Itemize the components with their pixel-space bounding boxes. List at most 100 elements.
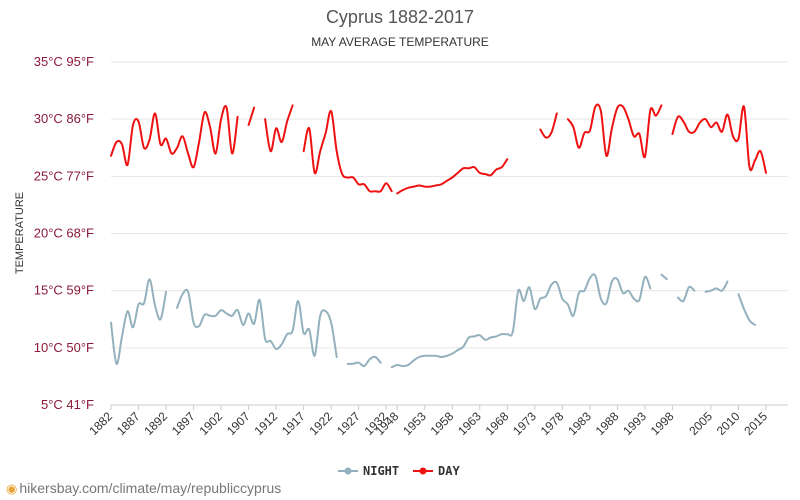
day-data-point bbox=[616, 107, 618, 109]
night-data-point bbox=[589, 277, 591, 279]
day-data-point bbox=[556, 112, 558, 115]
night-data-point bbox=[710, 290, 712, 292]
day-data-point bbox=[347, 176, 349, 179]
day-data-point bbox=[292, 104, 294, 107]
day-data-point bbox=[424, 186, 426, 188]
night-data-point bbox=[583, 290, 585, 292]
night-data-point bbox=[737, 293, 740, 295]
night-data-point bbox=[259, 299, 261, 301]
day-data-point bbox=[203, 111, 206, 113]
night-data-point bbox=[666, 278, 668, 280]
night-data-point bbox=[633, 298, 635, 300]
night-data-point bbox=[110, 322, 112, 324]
day-data-point bbox=[622, 105, 624, 108]
night-data-point bbox=[292, 330, 294, 332]
night-series-line bbox=[676, 285, 696, 303]
day-data-point bbox=[567, 118, 569, 120]
day-data-point bbox=[413, 186, 415, 188]
day-data-point bbox=[721, 131, 723, 133]
day-data-point bbox=[682, 120, 685, 123]
day-data-point bbox=[539, 128, 541, 131]
night-data-point bbox=[616, 278, 618, 280]
night-data-point bbox=[528, 286, 530, 288]
legend-item-day[interactable]: DAY bbox=[413, 464, 460, 478]
night-data-point bbox=[209, 315, 211, 317]
day-data-point bbox=[214, 152, 217, 155]
legend-item-night[interactable]: NIGHT bbox=[338, 464, 399, 478]
day-data-point bbox=[638, 133, 641, 135]
legend[interactable]: NIGHT DAY bbox=[338, 464, 460, 478]
day-data-point bbox=[192, 166, 195, 168]
night-data-point bbox=[627, 290, 629, 292]
night-data-point bbox=[484, 339, 486, 341]
night-data-point bbox=[154, 304, 156, 307]
day-data-point bbox=[479, 172, 481, 174]
day-data-point bbox=[457, 172, 459, 174]
day-data-point bbox=[589, 130, 591, 132]
day-data-point bbox=[385, 182, 387, 184]
day-data-point bbox=[710, 126, 712, 128]
x-tick-label: 1882 bbox=[86, 409, 115, 438]
night-series-line bbox=[110, 278, 167, 365]
day-data-point bbox=[688, 131, 690, 133]
night-data-point bbox=[506, 333, 508, 335]
night-data-point bbox=[413, 359, 415, 362]
legend-day-marker bbox=[419, 467, 427, 475]
day-data-point bbox=[578, 147, 580, 149]
day-data-point bbox=[468, 167, 470, 169]
night-data-point bbox=[556, 282, 558, 284]
day-data-point bbox=[462, 167, 464, 169]
night-data-point bbox=[523, 300, 525, 302]
day-data-point bbox=[715, 121, 718, 124]
night-data-point bbox=[561, 298, 563, 300]
day-series-line bbox=[302, 109, 393, 193]
day-data-point bbox=[132, 124, 134, 126]
night-data-point bbox=[622, 292, 624, 294]
night-data-point bbox=[418, 356, 420, 358]
x-tick-label: 1973 bbox=[510, 409, 539, 438]
day-data-point bbox=[253, 107, 255, 109]
night-data-point bbox=[347, 363, 349, 365]
y-axis-title: TEMPERATURE bbox=[14, 192, 26, 274]
x-tick-label: 1968 bbox=[483, 409, 512, 438]
day-series-line bbox=[671, 105, 767, 174]
night-data-point bbox=[374, 356, 376, 358]
night-data-point bbox=[600, 298, 602, 300]
night-data-point bbox=[380, 362, 382, 364]
night-data-point bbox=[275, 348, 277, 350]
night-data-point bbox=[468, 336, 470, 339]
day-data-point bbox=[170, 152, 173, 155]
day-data-point bbox=[187, 152, 189, 155]
day-data-point bbox=[369, 190, 371, 192]
x-tick-label: 1922 bbox=[307, 409, 336, 438]
night-data-point bbox=[325, 310, 327, 312]
day-data-point bbox=[655, 115, 657, 117]
x-tick-label: 1917 bbox=[279, 409, 308, 438]
x-tick-label: 2005 bbox=[686, 409, 715, 438]
night-data-point bbox=[429, 355, 431, 357]
night-data-point bbox=[435, 355, 437, 357]
day-data-point bbox=[627, 118, 629, 120]
day-data-point bbox=[308, 127, 310, 129]
day-data-point bbox=[358, 183, 360, 185]
y-tick-label: 5°C 41°F bbox=[41, 397, 94, 412]
x-tick-label: 1953 bbox=[400, 409, 429, 438]
day-series-line bbox=[539, 112, 558, 139]
night-data-point bbox=[473, 335, 475, 337]
source-link[interactable]: ◉ hikersbay.com/climate/may/republiccypru… bbox=[6, 480, 281, 497]
chart-subtitle: MAY AVERAGE TEMPERATURE bbox=[311, 35, 489, 49]
day-data-point bbox=[159, 143, 162, 145]
night-data-point bbox=[644, 276, 646, 278]
day-series-line bbox=[247, 106, 256, 126]
day-data-point bbox=[748, 166, 751, 168]
day-data-point bbox=[319, 150, 321, 152]
night-data-point bbox=[187, 291, 189, 293]
x-tick-label: 1978 bbox=[538, 409, 567, 438]
night-data-point bbox=[539, 298, 541, 300]
day-data-point bbox=[495, 168, 497, 171]
night-data-point bbox=[358, 362, 360, 364]
night-data-point bbox=[677, 296, 679, 299]
y-tick-label: 10°C 50°F bbox=[34, 340, 94, 355]
day-data-point bbox=[143, 147, 145, 149]
night-data-point bbox=[225, 312, 228, 315]
